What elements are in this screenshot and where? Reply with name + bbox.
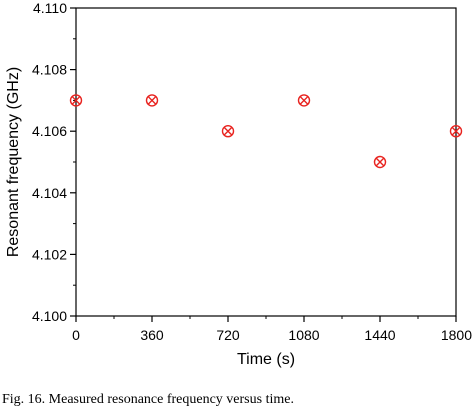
x-axis-ticks: 0 360 720 1080 1440 1800 <box>72 316 472 343</box>
data-point <box>449 124 463 138</box>
y-tick-label: 4.106 <box>32 123 67 139</box>
y-tick-label: 4.104 <box>32 185 67 201</box>
data-point <box>69 94 83 107</box>
plot-frame <box>75 7 457 317</box>
x-tick-label: 720 <box>216 327 240 343</box>
x-axis-label: Time (s) <box>237 351 295 368</box>
data-point <box>221 124 235 138</box>
x-tick-label: 1440 <box>364 327 395 343</box>
data-points <box>69 94 463 169</box>
data-point <box>297 94 311 107</box>
x-tick-label: 1080 <box>288 327 319 343</box>
data-point <box>373 155 387 169</box>
y-tick-label: 4.102 <box>32 246 67 262</box>
y-tick-label: 4.108 <box>32 62 67 78</box>
x-tick-label: 1800 <box>441 327 472 343</box>
y-axis-label: Resonant frequency (GHz) <box>5 67 22 257</box>
x-tick-label: 0 <box>72 327 80 343</box>
y-tick-label: 4.100 <box>32 308 67 324</box>
y-axis-ticks: 4.100 4.102 4.104 4.106 4.108 4.110 <box>32 0 76 324</box>
x-tick-label: 360 <box>140 327 164 343</box>
chart: 4.100 4.102 4.104 4.106 4.108 4.110 0 360 720 10… <box>5 0 472 368</box>
data-point <box>145 94 159 107</box>
y-tick-label: 4.110 <box>33 0 67 16</box>
figure-caption: Fig. 16. Measured resonance frequency ve… <box>2 392 294 407</box>
